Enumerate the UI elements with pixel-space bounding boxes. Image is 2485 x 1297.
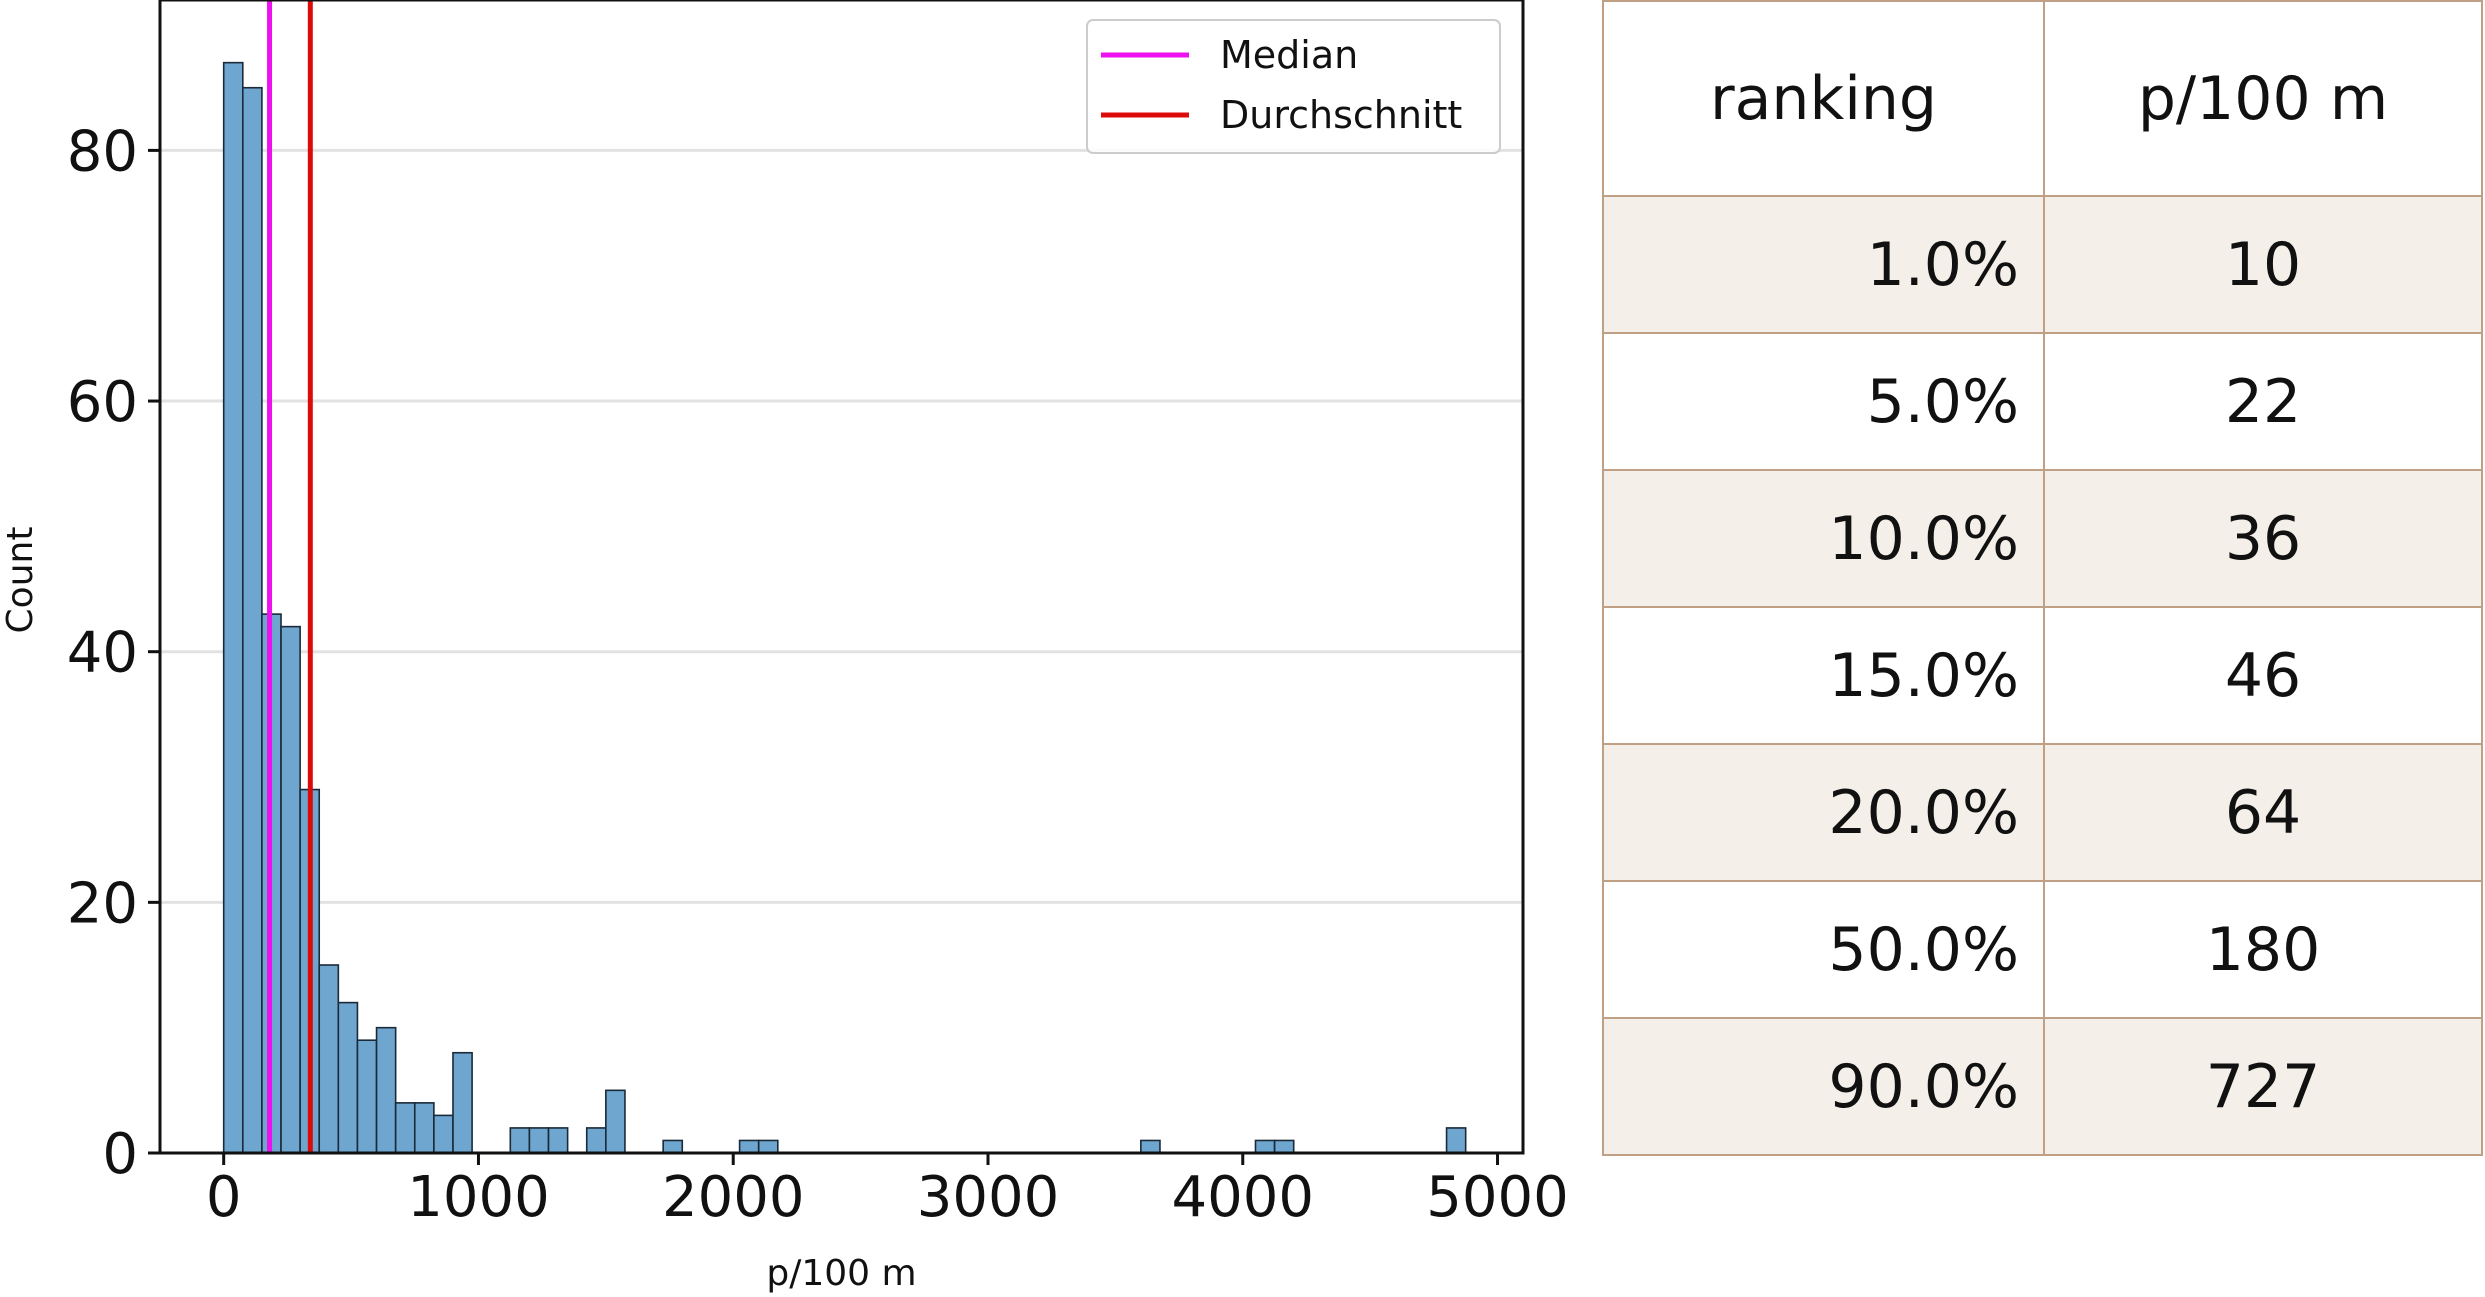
ranking-cell: 90.0% — [1602, 1017, 2045, 1156]
ranking-cell: 10.0% — [1602, 469, 2045, 608]
grid-lines — [160, 148, 1523, 904]
y-tick-label: 0 — [102, 1122, 138, 1187]
ranking-cell: 15.0% — [1602, 606, 2045, 745]
legend-box — [1086, 19, 1501, 154]
y-axis-label: Count — [0, 527, 41, 634]
header-value: p/100 m — [2043, 0, 2483, 197]
value-cell: 10 — [2043, 195, 2483, 334]
table-row: 10.0% 36 — [1602, 469, 2483, 608]
value-cell: 22 — [2043, 332, 2483, 471]
legend-label-median: Median — [1220, 33, 1358, 77]
x-axis-label: p/100 m — [766, 1253, 916, 1294]
y-tick-label: 20 — [67, 871, 138, 936]
value-cell: 64 — [2043, 743, 2483, 882]
histogram-bar — [375, 1026, 397, 1154]
histogram-bar — [605, 1089, 626, 1154]
histogram-bar — [528, 1127, 550, 1154]
header-ranking: ranking — [1602, 0, 2045, 197]
histogram-bar — [241, 86, 263, 1154]
x-tick-label: 0 — [206, 1165, 242, 1230]
histogram-bar — [452, 1051, 473, 1154]
value-cell: 180 — [2043, 880, 2483, 1019]
table-row: 50.0% 180 — [1602, 880, 2483, 1019]
ranking-cell: 1.0% — [1602, 195, 2045, 334]
ranking-cell: 20.0% — [1602, 743, 2045, 882]
percentile-table: ranking p/100 m 1.0% 10 5.0% 22 10.0% 36… — [1602, 0, 2483, 1156]
histogram-bar — [1445, 1127, 1467, 1154]
histogram-bar — [1254, 1139, 1276, 1154]
x-tick-label: 1000 — [407, 1165, 550, 1230]
plot-frame — [158, 0, 1525, 1155]
histogram-bar — [318, 964, 340, 1154]
y-axis-ticks: 0 20 40 60 80 — [67, 119, 160, 1187]
x-axis-ticks: 0 1000 2000 3000 4000 5000 — [206, 1153, 1569, 1230]
histogram-bar — [585, 1127, 607, 1154]
table-row: 15.0% 46 — [1602, 606, 2483, 745]
y-tick-label: 80 — [67, 119, 138, 184]
y-tick-label: 60 — [67, 370, 138, 435]
ranking-cell: 50.0% — [1602, 880, 2045, 1019]
histogram-bar — [337, 1001, 359, 1154]
table-header-row: ranking p/100 m — [1602, 0, 2483, 197]
ranking-cell: 5.0% — [1602, 332, 2045, 471]
histogram-bar — [547, 1127, 569, 1154]
histogram-bar — [1273, 1139, 1295, 1154]
table-row: 5.0% 22 — [1602, 332, 2483, 471]
histogram-bars — [222, 61, 1467, 1154]
reference-lines — [267, 0, 313, 1153]
x-tick-label: 4000 — [1171, 1165, 1314, 1230]
value-cell: 727 — [2043, 1017, 2483, 1156]
value-cell: 36 — [2043, 469, 2483, 608]
histogram-bar — [413, 1102, 435, 1154]
legend-label-durchschnitt: Durchschnitt — [1220, 93, 1462, 137]
x-tick-label: 3000 — [917, 1165, 1060, 1230]
table-row: 20.0% 64 — [1602, 743, 2483, 882]
x-tick-label: 2000 — [662, 1165, 805, 1230]
value-cell: 46 — [2043, 606, 2483, 745]
histogram-bar — [280, 625, 301, 1154]
x-tick-label: 5000 — [1426, 1165, 1569, 1230]
legend: Median Durchschnitt — [1086, 19, 1501, 154]
histogram-bar — [222, 61, 244, 1154]
histogram-bar — [757, 1139, 779, 1154]
histogram-bar — [394, 1102, 416, 1154]
table-row: 90.0% 727 — [1602, 1017, 2483, 1156]
histogram-bar — [433, 1114, 454, 1154]
histogram-bar — [1140, 1139, 1161, 1154]
histogram-bar — [509, 1127, 531, 1154]
histogram-bar — [356, 1039, 378, 1154]
histogram-bar — [738, 1139, 760, 1154]
histogram-bar — [662, 1139, 684, 1154]
y-tick-label: 40 — [67, 621, 138, 686]
table-row: 1.0% 10 — [1602, 195, 2483, 334]
